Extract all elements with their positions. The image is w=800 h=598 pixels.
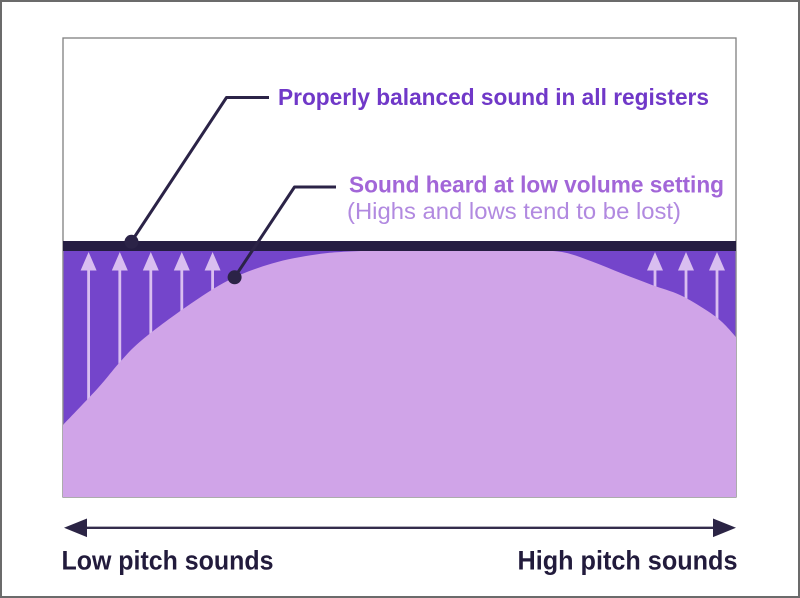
svg-text:(Highs and lows tend to be los: (Highs and lows tend to be lost) [347,198,681,224]
svg-text:Low pitch sounds: Low pitch sounds [62,545,274,575]
svg-text:High pitch sounds: High pitch sounds [518,545,738,575]
svg-text:Properly balanced sound in all: Properly balanced sound in all registers [278,84,709,110]
svg-text:Sound heard at low volume sett: Sound heard at low volume setting [349,172,724,198]
